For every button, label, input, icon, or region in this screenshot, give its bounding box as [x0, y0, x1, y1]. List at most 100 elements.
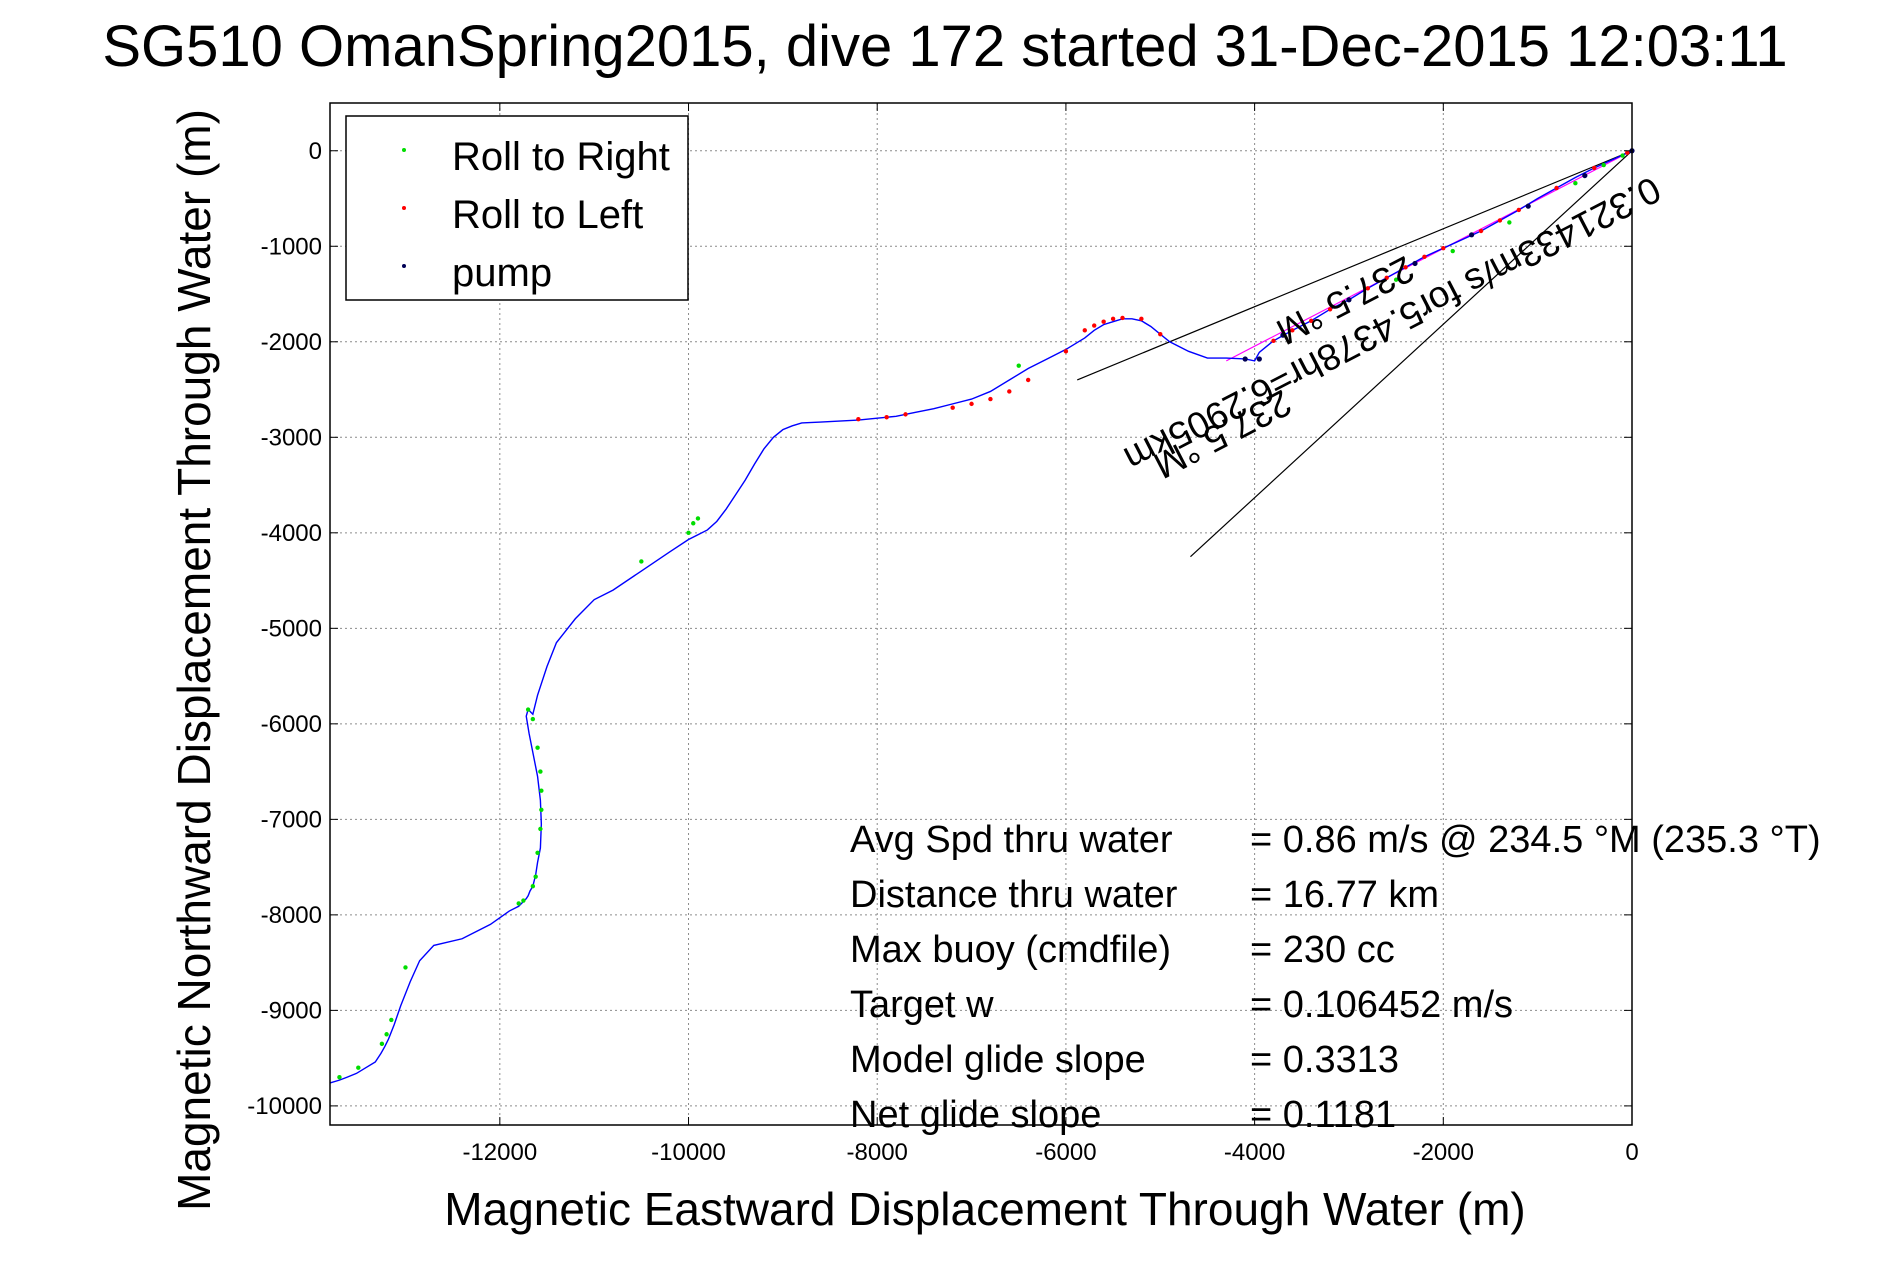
stat-value-max-buoy: = 230 cc	[1250, 929, 1395, 971]
roll-left-point	[1422, 254, 1427, 259]
x-tick-label: -12000	[462, 1139, 537, 1166]
roll-left-point	[988, 396, 993, 402]
roll-right-point	[695, 516, 701, 521]
roll-left-point	[903, 412, 908, 417]
roll-left-point	[1309, 318, 1314, 323]
legend-marker-pump	[402, 264, 406, 268]
x-tick-label: -6000	[1035, 1139, 1096, 1166]
roll-left-point	[1497, 218, 1503, 223]
roll-right-point	[535, 745, 540, 750]
roll-right-point	[516, 901, 521, 906]
roll-right-point	[530, 716, 536, 722]
roll-left-point	[1592, 165, 1597, 171]
legend-marker-roll-right	[402, 148, 406, 152]
y-tick-label: -7000	[261, 806, 322, 833]
roll-left-point	[1554, 185, 1559, 191]
roll-left-point	[1384, 275, 1389, 280]
roll-left-point	[950, 405, 955, 410]
roll-left-point	[1139, 316, 1144, 322]
roll-right-point	[525, 707, 531, 712]
roll-right-point	[1450, 248, 1455, 254]
roll-right-point	[1573, 181, 1578, 186]
roll-right-point	[691, 521, 696, 526]
roll-right-point	[530, 884, 536, 889]
roll-right-point	[1507, 220, 1512, 225]
roll-left-point	[1441, 245, 1446, 251]
stats-block: Avg Spd thru water = 0.86 m/s @ 234.5 °M…	[850, 819, 1821, 1136]
roll-left-point	[969, 401, 974, 407]
roll-right-point	[639, 559, 644, 564]
roll-left-point	[1063, 349, 1069, 354]
pump-point	[1582, 172, 1588, 179]
roll-right-point	[1016, 363, 1021, 368]
pump-point	[1525, 203, 1531, 209]
roll-right-point	[539, 807, 544, 813]
pump-point	[1280, 332, 1286, 338]
stat-label-max-buoy: Max buoy (cmdfile)	[850, 929, 1171, 971]
x-tick-label: -8000	[847, 1139, 908, 1166]
y-tick-label: -4000	[261, 520, 322, 547]
roll-left-point	[1403, 265, 1408, 270]
pump-point	[1412, 260, 1418, 267]
plot-frame	[329, 102, 1633, 1126]
roll-left-point	[1516, 207, 1521, 213]
roll-left-point	[1092, 323, 1097, 328]
roll-left-point	[1158, 331, 1163, 337]
roll-left-point	[1365, 286, 1371, 291]
x-tick-label: 0	[1625, 1139, 1638, 1166]
roll-left-point	[1327, 307, 1333, 312]
stat-value-target-w: = 0.106452 m/s	[1250, 984, 1513, 1026]
roll-left-point	[1101, 319, 1106, 324]
roll-right-point	[539, 788, 544, 793]
roll-left-point	[1290, 328, 1295, 333]
roll-right-point	[538, 769, 543, 774]
y-tick-label: -3000	[261, 424, 322, 451]
legend: Roll to Right Roll to Left pump	[345, 115, 689, 301]
roll-left-point	[1478, 228, 1484, 234]
legend-label-roll-left: Roll to Left	[452, 193, 643, 237]
roll-right-point	[356, 1065, 361, 1070]
roll-points	[337, 148, 1635, 1080]
pump-point	[1242, 356, 1248, 362]
stat-label-avg-speed: Avg Spd thru water	[850, 819, 1173, 861]
roll-right-point	[1393, 277, 1399, 282]
y-tick-label: -2000	[261, 329, 322, 356]
stat-label-net-glide: Net glide slope	[850, 1094, 1101, 1136]
roll-left-point	[1110, 316, 1116, 322]
axis-ticks: -12000 -10000 -8000 -6000 -4000 -2000 0 0 -1000 -…	[247, 103, 1639, 1166]
roll-left-point	[1082, 328, 1087, 333]
chart-title: SG510 OmanSpring2015, dive 172 started 3…	[102, 14, 1787, 79]
pump-point	[1346, 297, 1352, 303]
roll-left-point	[1120, 315, 1125, 321]
x-tick-label: -4000	[1224, 1139, 1285, 1166]
y-tick-label: -10000	[247, 1093, 322, 1120]
stat-value-net-glide: = 0.1181	[1250, 1094, 1396, 1136]
roll-right-point	[686, 530, 691, 536]
roll-right-point	[533, 874, 538, 879]
roll-left-point	[884, 415, 889, 420]
y-tick-label: -8000	[261, 902, 322, 929]
roll-right-point	[521, 898, 526, 903]
y-tick-label: -5000	[261, 615, 322, 642]
roll-right-point	[535, 850, 540, 855]
roll-right-point	[337, 1075, 342, 1080]
roll-right-point	[1601, 162, 1606, 168]
x-tick-label: -10000	[651, 1139, 726, 1166]
roll-right-point	[379, 1041, 385, 1047]
legend-label-pump: pump	[452, 251, 552, 295]
roll-right-point	[1620, 153, 1625, 158]
pump-point	[1256, 356, 1262, 362]
stat-label-distance: Distance thru water	[850, 874, 1178, 916]
roll-left-point	[1007, 389, 1012, 394]
y-tick-label: -9000	[261, 997, 322, 1024]
stat-label-model-glide: Model glide slope	[850, 1039, 1146, 1081]
roll-right-point	[384, 1032, 389, 1037]
legend-marker-roll-left	[402, 206, 406, 210]
roll-left-point	[1625, 150, 1630, 155]
roll-left-point	[856, 416, 861, 422]
legend-label-roll-right: Roll to Right	[452, 135, 670, 179]
y-tick-label: -1000	[261, 233, 322, 260]
y-tick-label: 0	[309, 138, 322, 165]
heading-line	[1226, 150, 1633, 362]
